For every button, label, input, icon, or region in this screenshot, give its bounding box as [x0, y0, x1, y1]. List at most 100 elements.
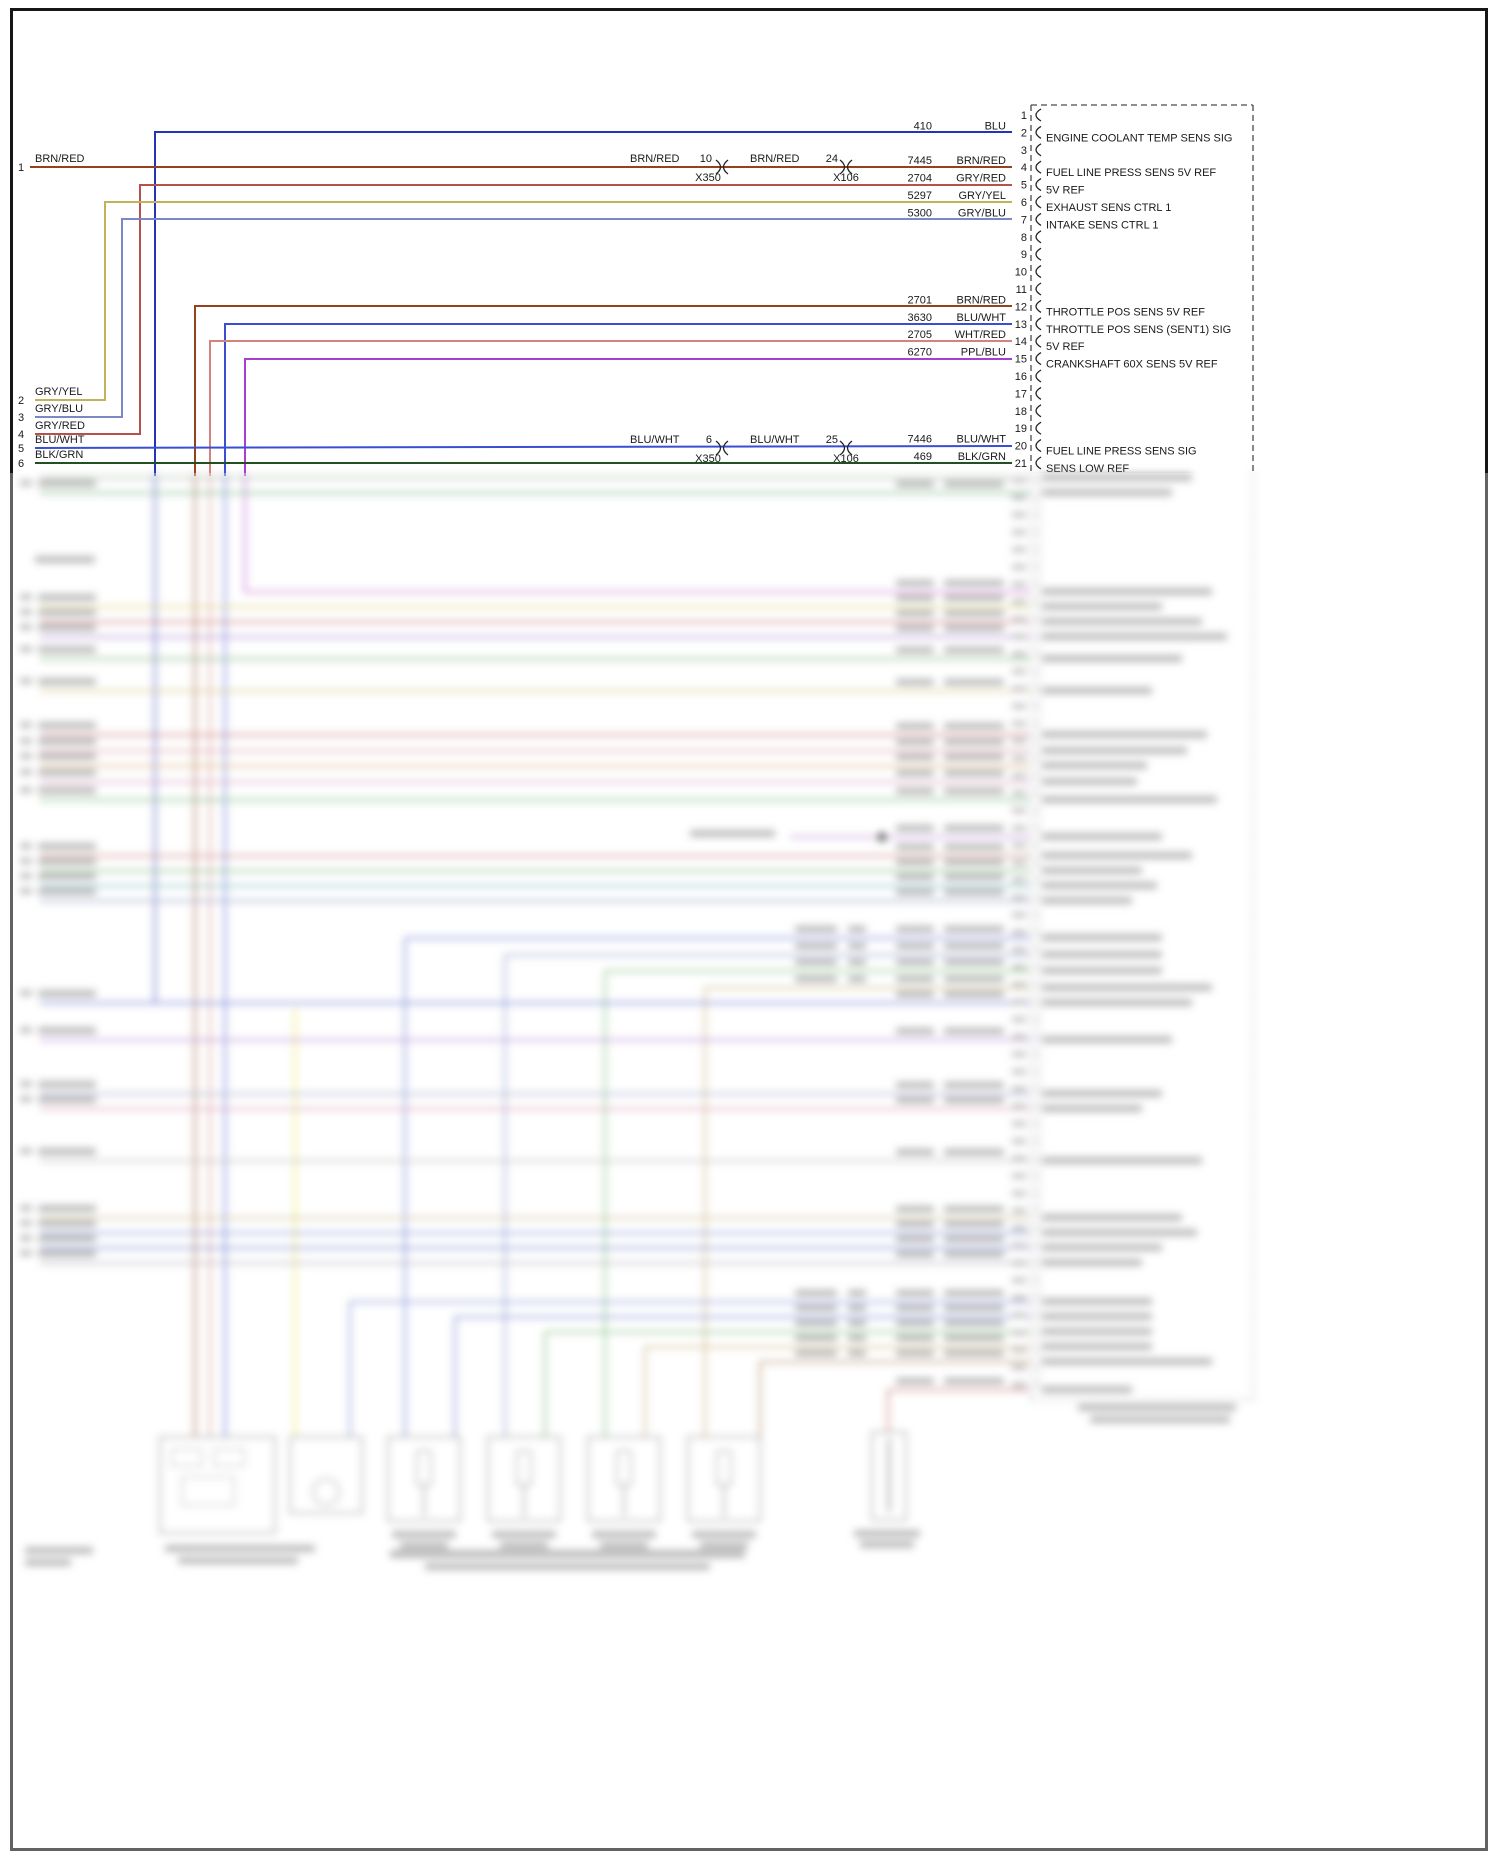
blurred-text — [944, 770, 1004, 776]
wire-number: 7445 — [908, 155, 932, 167]
blurred-pin-number — [1012, 964, 1026, 971]
blurred-text — [1042, 852, 1192, 859]
pin-socket-icon — [1035, 1291, 1042, 1305]
blurred-pin-number — [1012, 1347, 1026, 1353]
blurred-pin-number — [1012, 529, 1026, 536]
blurred-text — [896, 825, 934, 831]
blurred-text — [1042, 867, 1142, 874]
blurred-text — [38, 990, 96, 997]
ecm-pin-number: 11 — [1016, 284, 1027, 296]
blurred-pin-number — [1012, 1364, 1026, 1371]
blurred-text — [795, 926, 837, 932]
blurred-text — [944, 723, 1004, 729]
blurred-text — [392, 1531, 456, 1538]
pin-socket-icon — [1035, 925, 1042, 939]
pin-socket-icon — [1035, 456, 1042, 470]
pin-socket-icon — [1035, 317, 1042, 331]
blurred-text — [1042, 1105, 1142, 1112]
pin-signal-label: THROTTLE POS SENS (SENT1) SIG — [1046, 324, 1231, 336]
pin-signal-label: INTAKE SENS CTRL 1 — [1046, 219, 1158, 231]
pin-socket-icon — [1035, 1186, 1042, 1200]
blurred-text — [1042, 1244, 1162, 1251]
ecm-pin-number: 8 — [1021, 232, 1027, 244]
blurred-text — [20, 646, 32, 652]
blurred-text — [1042, 489, 1172, 496]
inline-pin-number: 10 — [700, 153, 712, 165]
blurred-text — [944, 754, 1004, 760]
blurred-text — [896, 739, 934, 745]
blurred-text — [944, 1305, 1004, 1311]
blurred-text — [896, 1236, 934, 1242]
wire-7446 — [34, 445, 1013, 449]
blurred-text — [944, 1236, 1004, 1242]
pin-socket-icon — [1035, 943, 1042, 957]
pin-signal-label: 5V REF — [1046, 341, 1085, 353]
inline-connector-icon — [722, 440, 729, 456]
blurred-text — [690, 830, 775, 837]
blurred-text — [25, 1559, 71, 1566]
blurred-text — [38, 646, 96, 653]
wire-number: 5300 — [908, 207, 932, 219]
blurred-text — [1042, 731, 1207, 738]
blurred-text — [1042, 796, 1217, 803]
blurred-text — [944, 679, 1004, 685]
blurred-pin-number — [1012, 946, 1026, 953]
blurred-text — [896, 481, 934, 487]
blurred-text — [1042, 1229, 1197, 1236]
blurred-pin-number — [1012, 1381, 1026, 1388]
blurred-text — [944, 1082, 1004, 1088]
blurred-text — [896, 1290, 934, 1296]
blurred-text — [944, 1221, 1004, 1227]
blurred-pin-number — [1012, 494, 1026, 501]
blurred-text — [38, 624, 96, 631]
blurred-text — [944, 1251, 1004, 1257]
pin-socket-icon — [1035, 265, 1042, 279]
ecm-pin-number: 16 — [1015, 371, 1027, 383]
blurred-text — [896, 1221, 934, 1227]
blurred-pin-number — [1012, 772, 1026, 779]
splice-dot-icon — [876, 831, 888, 843]
ecm-pin-number: 17 — [1015, 388, 1027, 400]
blurred-text — [795, 1290, 837, 1296]
blurred-text — [896, 788, 934, 794]
pin-socket-icon — [1035, 717, 1042, 731]
blurred-text — [20, 787, 32, 793]
inline-connector-icon — [722, 159, 729, 175]
ecm-pin-number: 10 — [1015, 267, 1027, 279]
blurred-pin-number — [1012, 1294, 1026, 1301]
pin-socket-icon — [1035, 978, 1042, 992]
blurred-pin-number — [1012, 790, 1026, 797]
blurred-text — [944, 1206, 1004, 1212]
blurred-text — [944, 1149, 1004, 1155]
blurred-text — [38, 722, 96, 729]
pin-socket-icon — [1035, 334, 1042, 348]
wire-number: 7446 — [908, 434, 932, 446]
wire-number: 469 — [914, 451, 932, 463]
blurred-text — [1042, 984, 1212, 991]
blurred-pin-number — [1012, 1173, 1026, 1179]
blurred-text — [20, 843, 32, 849]
blurred-text — [1042, 1259, 1142, 1266]
wire-number: 2705 — [908, 329, 932, 341]
pin-socket-icon — [1035, 404, 1042, 418]
blurred-text — [1042, 833, 1162, 840]
wire-color-label: BLU/WHT — [957, 434, 1007, 446]
wire-6270 — [244, 358, 1012, 476]
blurred-text — [896, 844, 934, 850]
pin-socket-icon — [1035, 664, 1042, 678]
blurred-pin-number — [1012, 668, 1026, 675]
blurred-text — [38, 1205, 96, 1212]
pin-socket-icon — [1035, 108, 1042, 122]
blurred-pin-number — [1012, 859, 1026, 866]
ecm-pin-number: 5 — [1021, 180, 1027, 192]
terminal-number: 2 — [18, 395, 24, 407]
ecm-pin-number: 7 — [1021, 214, 1027, 226]
blurred-text — [20, 1250, 32, 1256]
inline-pin-number: 25 — [826, 434, 838, 446]
blurred-text — [692, 1531, 756, 1538]
blurred-text — [896, 679, 934, 685]
blurred-pin-number — [1012, 720, 1026, 727]
blurred-text — [896, 610, 934, 616]
blurred-text — [38, 769, 96, 776]
